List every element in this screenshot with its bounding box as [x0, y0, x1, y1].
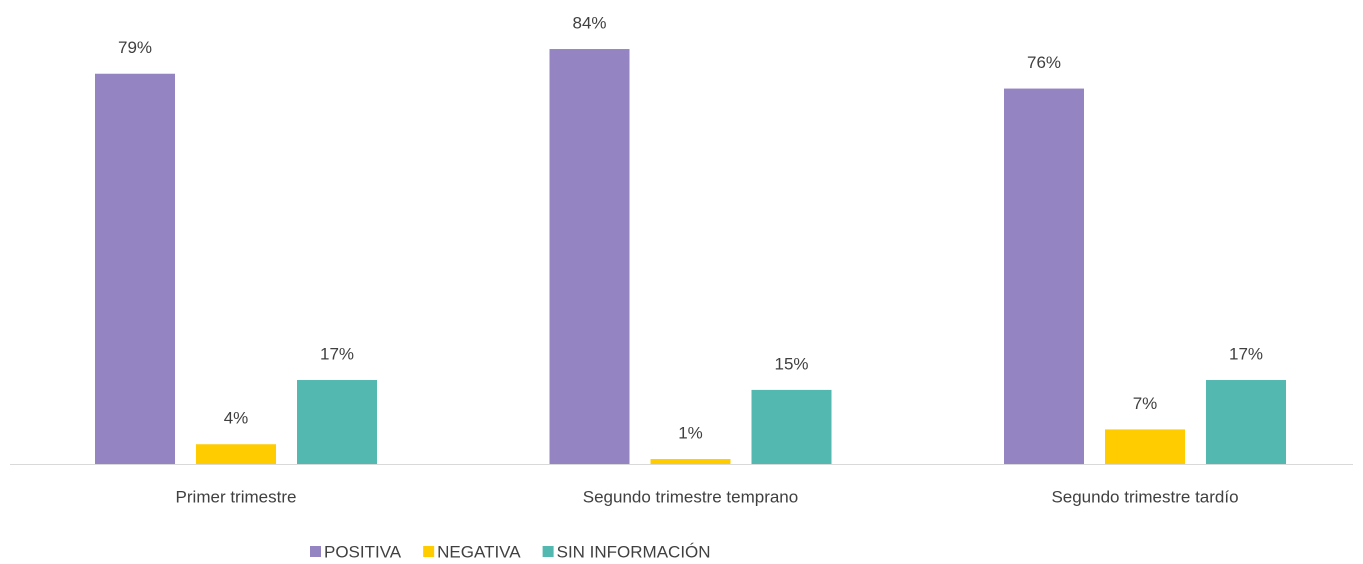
value-label: 15%	[774, 354, 808, 373]
bar	[1105, 429, 1185, 464]
bar	[297, 380, 377, 464]
legend-label: SIN INFORMACIÓN	[557, 542, 711, 561]
value-label: 1%	[678, 424, 703, 443]
value-label: 17%	[320, 345, 354, 364]
legend-swatch	[423, 546, 435, 557]
value-label: 79%	[118, 38, 152, 57]
x-tick-label: Primer trimestre	[176, 487, 297, 506]
bar	[196, 444, 276, 464]
bar	[1004, 88, 1084, 464]
legend-label: NEGATIVA	[437, 542, 521, 561]
legend-swatch	[542, 546, 554, 557]
value-label: 17%	[1229, 345, 1263, 364]
x-tick-label: Segundo trimestre tardío	[1051, 487, 1238, 506]
bar	[1206, 380, 1286, 464]
value-label: 4%	[224, 409, 249, 428]
bar	[549, 49, 630, 464]
legend-swatch	[310, 546, 321, 557]
bar	[95, 73, 175, 465]
x-tick-label: Segundo trimestre temprano	[583, 487, 798, 506]
bar	[751, 389, 832, 464]
value-label: 76%	[1027, 53, 1061, 72]
bar	[650, 459, 731, 464]
value-label: 7%	[1133, 394, 1158, 413]
value-label: 84%	[572, 14, 606, 33]
legend-label: POSITIVA	[324, 542, 402, 561]
